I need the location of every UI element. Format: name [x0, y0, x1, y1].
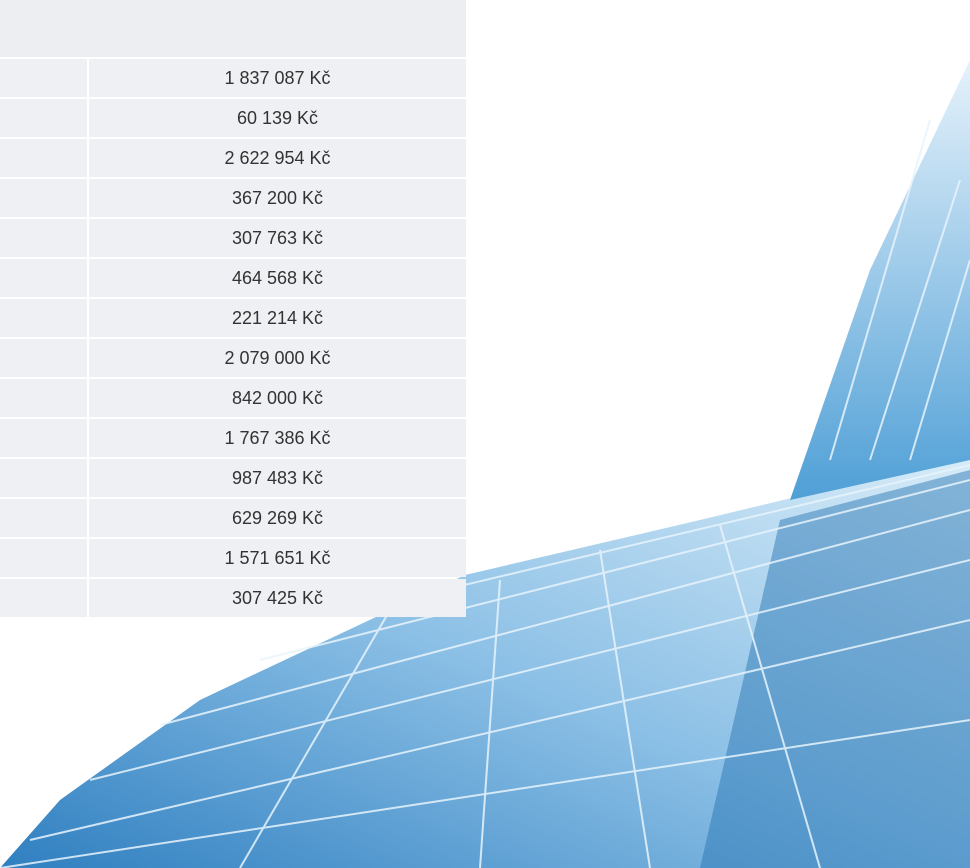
amount-cell: 629 269 Kč — [89, 499, 466, 537]
row-label-cell — [0, 419, 87, 457]
amount-cell: 1 767 386 Kč — [89, 419, 466, 457]
row-label-cell — [0, 179, 87, 217]
table-row: 842 000 Kč — [0, 379, 466, 417]
row-label-cell — [0, 139, 87, 177]
row-label-cell — [0, 379, 87, 417]
table-row: 629 269 Kč — [0, 499, 466, 537]
table-row: 307 425 Kč — [0, 579, 466, 617]
table: 1 837 087 Kč 60 139 Kč 2 622 954 Kč 367 200… — [0, 0, 466, 619]
row-label-cell — [0, 99, 87, 137]
row-label-cell — [0, 459, 87, 497]
amount-cell: 1 837 087 Kč — [89, 59, 466, 97]
table-row: 2 079 000 Kč — [0, 339, 466, 377]
row-label-cell — [0, 579, 87, 617]
amount-cell: 2 079 000 Kč — [89, 339, 466, 377]
table-row: 367 200 Kč — [0, 179, 466, 217]
amount-cell: 2 622 954 Kč — [89, 139, 466, 177]
row-label-cell — [0, 299, 87, 337]
row-label-cell — [0, 59, 87, 97]
row-label-cell — [0, 539, 87, 577]
amount-cell: 987 483 Kč — [89, 459, 466, 497]
row-label-cell — [0, 499, 87, 537]
amount-cell: 842 000 Kč — [89, 379, 466, 417]
table-row: 1 767 386 Kč — [0, 419, 466, 457]
amount-cell: 60 139 Kč — [89, 99, 466, 137]
table-row: 221 214 Kč — [0, 299, 466, 337]
table-row: 60 139 Kč — [0, 99, 466, 137]
table-row: 307 763 Kč — [0, 219, 466, 257]
table-row: 987 483 Kč — [0, 459, 466, 497]
amount-cell: 367 200 Kč — [89, 179, 466, 217]
amount-cell: 307 425 Kč — [89, 579, 466, 617]
row-label-cell — [0, 219, 87, 257]
table-row: 464 568 Kč — [0, 259, 466, 297]
amount-cell: 1 571 651 Kč — [89, 539, 466, 577]
amount-cell: 221 214 Kč — [89, 299, 466, 337]
row-label-cell — [0, 259, 87, 297]
table-row: 2 622 954 Kč — [0, 139, 466, 177]
table-header — [0, 0, 466, 57]
amount-cell: 464 568 Kč — [89, 259, 466, 297]
table-row: 1 837 087 Kč — [0, 59, 466, 97]
row-label-cell — [0, 339, 87, 377]
amount-cell: 307 763 Kč — [89, 219, 466, 257]
table-row: 1 571 651 Kč — [0, 539, 466, 577]
